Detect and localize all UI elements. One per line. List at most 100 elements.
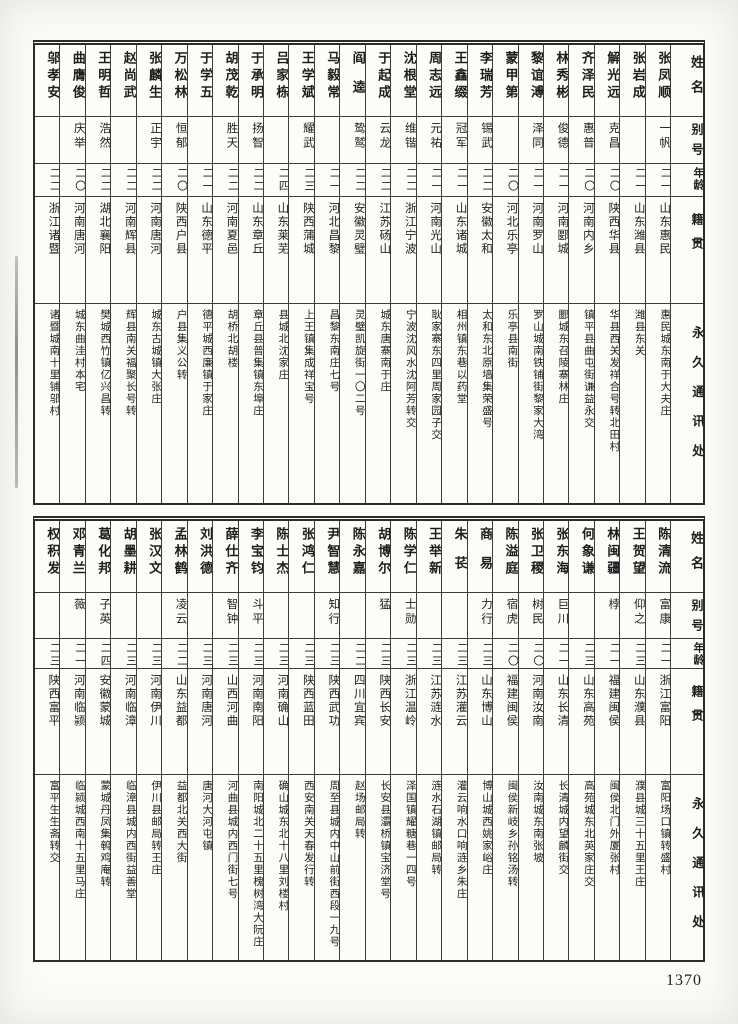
address-cell: 长清城内望麟街交 — [543, 774, 569, 960]
age-cell: 二二 — [111, 163, 136, 196]
name-cell: 陈永嘉 — [350, 527, 365, 578]
native-cell: 山东潍县 — [620, 196, 645, 303]
header-age: 年龄 — [671, 163, 703, 196]
alias-cell — [34, 592, 60, 638]
name-cell: 刘洪德 — [198, 527, 213, 578]
person-column: 李宝钧 斗平 二三 河南南阳 南阳城北二十五里槐树湾大阮庄 — [237, 521, 263, 960]
age-cell: 二三 — [467, 638, 493, 668]
address-cell: 华县西关发祥合号转北田村 — [594, 303, 620, 503]
native-cell: 四川宜宾 — [340, 668, 365, 774]
address-cell: 昌黎东南庄七号 — [314, 303, 340, 503]
alias-cell: 维锴 — [391, 116, 416, 163]
age-cell: 二二 — [238, 163, 263, 196]
alias-cell: 庆举 — [60, 116, 85, 163]
age-cell: 二一 — [187, 163, 213, 196]
name-cell: 马毅常 — [325, 51, 340, 102]
age-cell: 二二 — [213, 163, 238, 196]
name-cell: 商易 — [478, 527, 493, 585]
age-cell: 二三 — [238, 638, 263, 668]
person-column: 胡博尔猛二三 陕西长安 长安县灞桥镇宝济堂号 — [364, 521, 391, 960]
name-cell: 张凤顺 — [656, 51, 671, 102]
person-column: 邓青兰薇二一 河南临颍 临颍城西南十五里马庄 — [59, 521, 85, 960]
age-cell: 二三 — [391, 638, 416, 668]
address-cell: 高苑城东北英家庄交 — [569, 774, 594, 960]
person-column: 张凤顺 一帆 二一 山东惠民 惠民城东南于大夫庄 — [644, 45, 671, 503]
alias-cell: 猛 — [365, 592, 391, 638]
native-cell: 河南伊川 — [136, 668, 162, 774]
name-cell: 王鑫缀 — [452, 51, 467, 102]
name-cell: 于学五 — [198, 51, 213, 102]
native-cell: 河南唐河 — [136, 196, 162, 303]
alias-cell — [569, 592, 594, 638]
address-cell: 郾城东召陵寨林庄 — [543, 303, 569, 503]
person-column: 张麟生 正宇 二二 河南唐河 城东古城镇大张庄 — [135, 45, 162, 503]
native-cell: 河北乐亭 — [493, 196, 518, 303]
address-cell: 上王镇集成祥宝号 — [289, 303, 314, 503]
person-column: 张鸿仁 二三 陕西蓝田 西安南关天春发行转 — [288, 521, 314, 960]
address-cell: 确山城东北十八里刘楼村 — [263, 774, 289, 960]
name-cell: 陈清流 — [656, 527, 671, 578]
native-cell: 山东莱芜 — [263, 196, 289, 303]
native-cell: 山东益都 — [162, 668, 187, 774]
native-cell: 安徽蒙城 — [85, 668, 111, 774]
header-column: 姓名 别号 年龄 籍贯 永久通讯处 — [670, 521, 703, 960]
age-cell: 二二 — [340, 163, 365, 196]
address-cell: 相州镇东巷以药堂 — [442, 303, 467, 503]
alias-cell: 冠军 — [442, 116, 467, 163]
person-column: 张东海 巨川 二一 山东长清 长清城内望麟街交 — [542, 521, 569, 960]
native-cell: 河南罗山 — [518, 196, 543, 303]
age-cell: 二三 — [187, 638, 213, 668]
name-cell: 沈根堂 — [401, 51, 416, 102]
person-column: 阎逵 鸷鹫 二二 安徽灵璧 灵璧凯旋街一〇二号 — [339, 45, 365, 503]
address-cell: 诸暨城南十里铺邬村 — [34, 303, 60, 503]
age-cell: 二二 — [136, 163, 162, 196]
alias-cell: 力行 — [467, 592, 493, 638]
name-cell: 王学斌 — [299, 51, 314, 102]
person-column: 权积发 二三 陕西富平 富平生生斋转交 — [34, 521, 60, 960]
native-cell: 河南辉县 — [111, 196, 136, 303]
alias-cell — [340, 592, 365, 638]
address-cell: 周至县城内中山前街西段一九号 — [314, 774, 340, 960]
age-cell: 二一 — [314, 163, 340, 196]
native-cell: 山东长清 — [543, 668, 569, 774]
native-cell: 河南南阳 — [238, 668, 263, 774]
alias-cell: 惠普 — [569, 116, 594, 163]
person-column: 胡茂乾 胜天 二二 河南夏邑 胡桥北胡楼 — [212, 45, 238, 503]
alias-cell: 智钟 — [213, 592, 238, 638]
person-column: 于学五 二一 山东德平 德平城西廉镇于家庄 — [186, 45, 213, 503]
header-age: 年龄 — [671, 638, 703, 668]
alias-cell — [493, 116, 518, 163]
person-column: 林闽疆桲二一 福建闽侯 闽侯北门外厦张村 — [593, 521, 620, 960]
address-cell: 赵场邮局转 — [340, 774, 365, 960]
name-cell: 陈溢庭 — [503, 527, 518, 578]
person-column: 陈永嘉 二二 四川宜宾 赵场邮局转 — [339, 521, 365, 960]
person-column: 吕家栋 二四 山东莱芜 县城北沈家庄 — [262, 45, 289, 503]
name-cell: 解光远 — [605, 51, 620, 102]
age-cell: 二〇 — [493, 638, 518, 668]
age-cell: 二三 — [620, 638, 645, 668]
person-column: 尹智慧 知行 二三 陕西武功 周至县城内中山前街西段一九号 — [313, 521, 340, 960]
name-cell: 邬孝安 — [45, 51, 60, 102]
address-cell: 唐河大河屯镇 — [187, 774, 213, 960]
person-column: 赵尚武 二二 河南辉县 辉县南关福聚长号转 — [110, 45, 136, 503]
age-cell: 二三 — [213, 638, 238, 668]
native-cell: 江苏砀山 — [365, 196, 391, 303]
alias-cell: 士勋 — [391, 592, 416, 638]
header-column: 姓名 别号 年龄 籍贯 永久通讯处 — [670, 45, 703, 503]
native-cell: 山东博山 — [467, 668, 493, 774]
address-cell: 博山城西姚家峪庄 — [467, 774, 493, 960]
alias-cell: 树民 — [518, 592, 543, 638]
name-cell: 齐泽民 — [579, 51, 594, 102]
name-cell: 周志远 — [427, 51, 442, 102]
alias-cell: 耀武 — [289, 116, 314, 163]
alias-cell — [136, 592, 162, 638]
alias-cell: 仰之 — [620, 592, 645, 638]
age-cell: 二一 — [442, 163, 467, 196]
name-cell: 张卫稷 — [528, 527, 543, 578]
person-column: 陈清流 富康 二一 浙江富阳 富阳场口镇转盛村 — [644, 521, 671, 960]
native-cell: 山东诸城 — [442, 196, 467, 303]
address-cell: 灌云响水口响涟乡朱庄 — [442, 774, 467, 960]
native-cell: 山东章丘 — [238, 196, 263, 303]
age-cell: 二四 — [85, 638, 111, 668]
